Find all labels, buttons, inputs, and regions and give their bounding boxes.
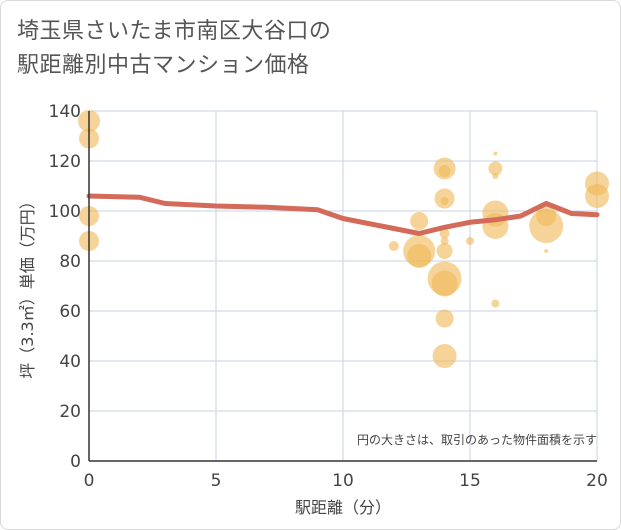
- bubble-point-18: [432, 344, 457, 368]
- average-line-series: [86, 193, 600, 236]
- y-tick-label-0: 0: [70, 452, 81, 472]
- x-axis-title: 駅距離（分）: [295, 498, 391, 517]
- bubble-size-note: 円の大きさは、取引のあった物件面積を示す: [357, 432, 597, 447]
- bubble-point-7: [407, 244, 432, 268]
- bubble-point-25: [491, 299, 500, 308]
- bubble-point-16: [431, 270, 458, 297]
- y-tick-label-1: 20: [59, 402, 81, 422]
- chart-title-line-2: 駅距離別中古マンション価格: [17, 53, 310, 78]
- y-axis-title: 坪（3.3㎡）単価（万円）: [18, 193, 37, 378]
- y-tick-label-2: 40: [59, 352, 81, 372]
- bubble-point-19: [466, 237, 474, 245]
- y-tick-label-4: 80: [59, 252, 81, 272]
- chart-title: 埼玉県さいたま市南区大谷口の 駅距離別中古マンション価格: [17, 15, 331, 83]
- bubble-point-11: [440, 197, 449, 205]
- bubble-point-14: [436, 243, 453, 259]
- x-tick-label-2: 10: [332, 471, 354, 491]
- x-tick-label-1: 5: [211, 471, 222, 491]
- bubble-point-22: [492, 173, 499, 179]
- bubble-point-30: [585, 184, 609, 208]
- bubble-point-27: [529, 209, 564, 243]
- bubble-point-17: [435, 309, 454, 328]
- y-tick-label-3: 60: [59, 302, 81, 322]
- axes: [88, 111, 597, 462]
- x-tick-label-4: 20: [586, 471, 608, 491]
- bubble-series: [78, 110, 609, 368]
- average-price-line: [86, 193, 600, 236]
- bubble-point-9: [438, 165, 451, 177]
- x-tick-label-0: 0: [84, 471, 95, 491]
- bubble-point-13: [440, 237, 449, 245]
- y-tick-label-6: 120: [49, 152, 81, 172]
- x-tick-label-3: 15: [459, 471, 481, 491]
- bubble-point-21: [488, 161, 503, 176]
- y-tick-label-5: 100: [49, 202, 81, 222]
- grid-lines: [89, 110, 598, 461]
- bubble-point-5: [410, 212, 429, 230]
- bubble-point-28: [544, 249, 549, 253]
- bubble-point-4: [388, 241, 399, 251]
- tick-labels: 0 5 10 15 20 0 20 40 60 80 100 120 140: [49, 102, 608, 491]
- bubble-point-12: [439, 228, 450, 239]
- chart-title-line-1: 埼玉県さいたま市南区大谷口の: [17, 19, 332, 44]
- bubble-point-20: [493, 151, 498, 156]
- y-tick-label-7: 140: [49, 102, 81, 122]
